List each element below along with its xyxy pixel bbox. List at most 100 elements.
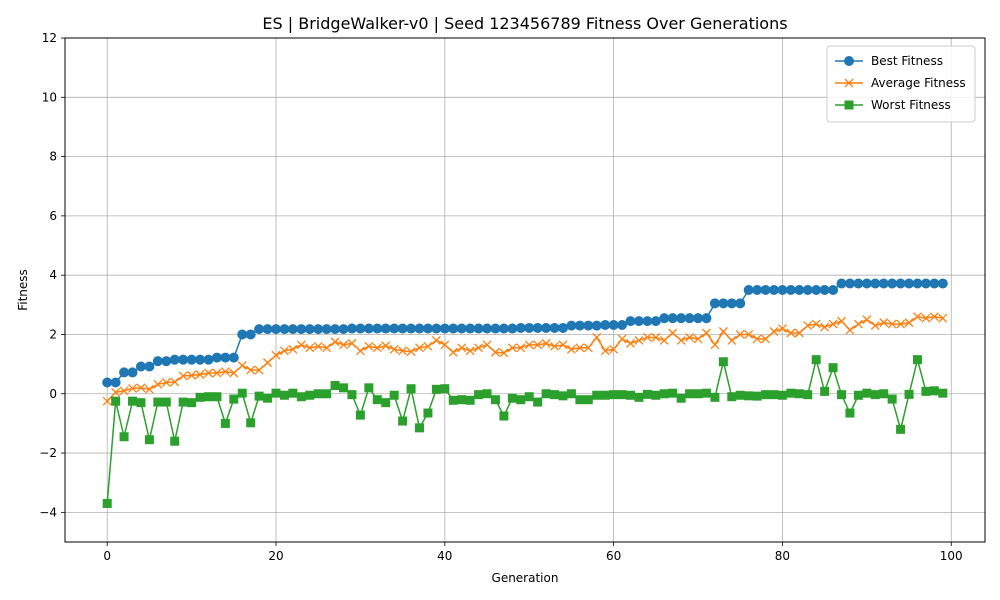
data-point	[195, 392, 205, 402]
data-point	[845, 408, 855, 418]
data-point	[718, 357, 728, 367]
data-point	[533, 397, 543, 407]
data-point	[279, 346, 289, 356]
data-point	[626, 338, 635, 348]
data-point	[634, 392, 644, 402]
data-point	[845, 325, 855, 335]
data-point	[380, 323, 391, 334]
data-point	[938, 313, 948, 323]
legend-item: Best Fitness	[835, 54, 943, 68]
data-point	[558, 340, 568, 350]
data-point	[836, 278, 847, 289]
data-point	[135, 361, 146, 372]
x-axis-ticks: 0 20 40 60 80 100	[103, 542, 963, 563]
y-tick-label: 8	[49, 150, 57, 164]
data-point	[735, 298, 746, 309]
x-tick-label: 80	[775, 549, 790, 563]
data-point	[685, 332, 695, 342]
data-point	[794, 328, 804, 338]
data-point	[389, 390, 399, 400]
data-point	[575, 343, 585, 353]
data-point	[355, 346, 365, 356]
data-point	[743, 285, 754, 295]
data-point	[381, 341, 391, 351]
data-point	[170, 377, 180, 387]
legend-label: Average Fitness	[871, 76, 966, 90]
data-point	[709, 298, 720, 309]
data-point	[507, 343, 517, 353]
data-point	[633, 316, 644, 327]
legend-label: Worst Fitness	[871, 98, 951, 112]
data-point	[937, 278, 948, 289]
data-point	[735, 390, 745, 400]
data-point	[296, 324, 307, 335]
data-point	[879, 389, 889, 399]
data-point	[777, 285, 788, 295]
data-point	[668, 328, 678, 338]
data-point	[516, 343, 526, 353]
data-point	[229, 368, 239, 378]
data-point	[609, 344, 619, 354]
data-point	[718, 327, 728, 336]
data-point	[878, 278, 889, 289]
data-point	[338, 324, 349, 335]
data-point	[769, 390, 779, 400]
data-point	[246, 418, 256, 428]
data-point	[152, 356, 163, 367]
data-point	[136, 383, 146, 393]
data-point	[853, 278, 864, 289]
data-point	[575, 395, 585, 405]
data-point	[794, 389, 804, 399]
data-point	[761, 390, 771, 400]
data-point	[220, 352, 231, 363]
data-point	[642, 389, 652, 399]
data-point	[811, 319, 821, 329]
x-tick-label: 0	[103, 549, 111, 563]
data-point	[786, 328, 796, 338]
data-point	[558, 391, 568, 401]
data-point	[237, 361, 247, 371]
data-point	[161, 378, 171, 387]
data-point	[110, 377, 121, 388]
data-point	[600, 390, 610, 400]
series-line	[106, 359, 944, 504]
data-point	[321, 324, 332, 335]
data-point	[608, 319, 619, 330]
data-point	[583, 395, 593, 405]
data-point	[262, 324, 273, 335]
y-tick-label: 10	[42, 90, 57, 104]
data-point	[777, 324, 787, 334]
data-point	[322, 389, 332, 399]
data-point	[195, 354, 206, 365]
data-point	[921, 386, 931, 396]
data-point	[170, 436, 180, 446]
data-point	[195, 370, 205, 379]
data-point	[744, 391, 754, 401]
data-point	[263, 393, 273, 403]
data-point	[566, 344, 576, 354]
data-point	[744, 330, 754, 339]
data-point	[726, 298, 737, 309]
y-tick-label: −4	[39, 505, 57, 519]
data-point	[592, 332, 602, 342]
data-point	[204, 368, 213, 378]
data-point	[448, 347, 458, 357]
data-point	[254, 324, 265, 335]
data-point	[372, 343, 382, 353]
data-point	[786, 388, 796, 398]
data-point	[415, 343, 424, 353]
data-point	[676, 313, 687, 324]
data-point	[128, 383, 137, 393]
data-point	[667, 313, 678, 324]
data-point	[127, 367, 138, 378]
data-point	[237, 329, 248, 340]
data-point	[178, 397, 188, 407]
data-point	[752, 391, 762, 401]
data-point	[313, 324, 324, 335]
data-point	[245, 329, 256, 340]
data-point	[879, 318, 889, 328]
data-point	[515, 322, 526, 333]
data-point	[837, 316, 846, 326]
y-tick-label: 4	[49, 268, 57, 282]
data-point	[322, 343, 332, 353]
